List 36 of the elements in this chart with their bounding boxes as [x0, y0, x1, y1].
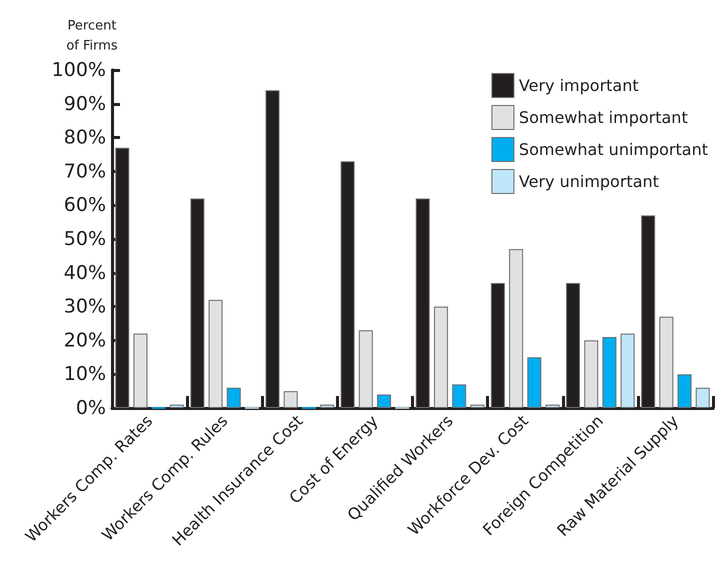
bar: [377, 394, 392, 408]
y-tick-label: 50%: [64, 228, 106, 250]
bar: [527, 357, 542, 408]
y-tick-label: 80%: [64, 126, 106, 149]
bar: [452, 384, 466, 408]
y-tick-label: 10%: [64, 363, 106, 386]
bar: [696, 388, 710, 408]
legend-label: Very important: [518, 76, 639, 95]
legend-label: Somewhat important: [518, 108, 688, 127]
bar: [602, 337, 616, 408]
y-tick-label: 70%: [64, 160, 106, 182]
y-tick-label: 100%: [52, 59, 106, 81]
y-tick-label: 30%: [64, 296, 106, 318]
bar: [358, 330, 373, 408]
bar: [545, 404, 560, 408]
bar: [434, 306, 448, 408]
legend-label: Somewhat unimportant: [518, 140, 708, 159]
y-axis-title: Percent of Firms: [66, 18, 118, 54]
bar: [678, 374, 692, 408]
y-tick-label: 40%: [64, 262, 106, 284]
bar: [509, 249, 524, 408]
bar: [284, 391, 298, 408]
y-tick-label: 0%: [76, 397, 106, 419]
bar: [659, 316, 674, 408]
bar: [226, 388, 241, 408]
bar: [620, 334, 635, 408]
y-tick-label: 90%: [64, 92, 106, 115]
bar: [470, 404, 484, 408]
bar: [170, 404, 184, 408]
bar: [320, 404, 334, 408]
y-tick-label: 20%: [64, 329, 106, 352]
bar: [133, 334, 148, 408]
y-tick-label: 60%: [64, 194, 106, 216]
bar: [584, 340, 598, 408]
legend-label: Very unimportant: [518, 172, 659, 191]
bar: [208, 300, 223, 408]
